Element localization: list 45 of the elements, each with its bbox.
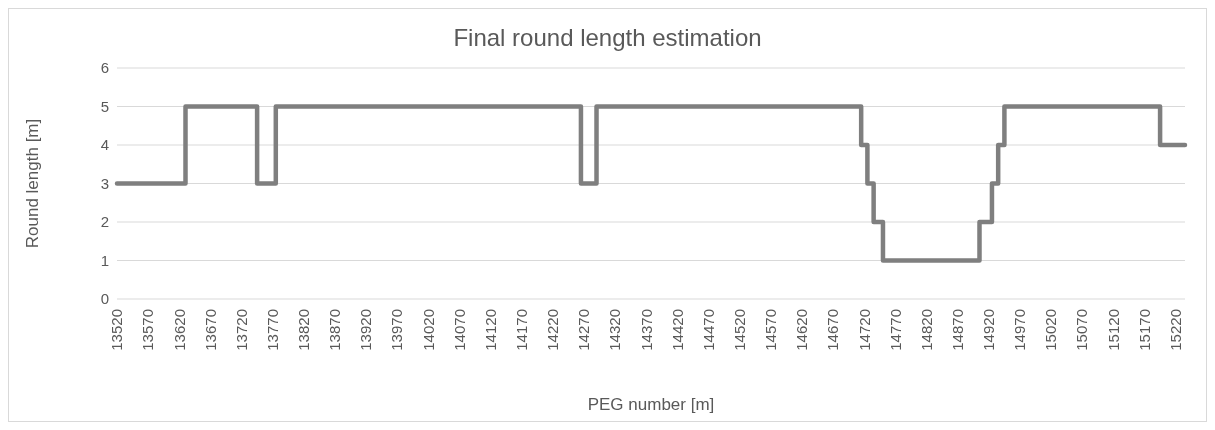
chart-title: Final round length estimation	[453, 24, 762, 51]
x-tick-label: 14820	[917, 309, 935, 351]
x-tick-label: 14070	[450, 309, 468, 351]
x-tick-label: 13620	[170, 309, 188, 351]
x-tick-label: 13670	[201, 309, 219, 351]
x-tick-label: 13720	[232, 309, 250, 351]
y-tick-label: 1	[100, 251, 109, 269]
x-tick-label: 14920	[980, 309, 998, 351]
x-tick-label: 14320	[606, 309, 624, 351]
x-tick-label: 14770	[886, 309, 904, 351]
x-tick-label: 14470	[699, 309, 717, 351]
x-tick-label: 14670	[824, 309, 842, 351]
x-tick-label: 13970	[388, 309, 406, 351]
x-tick-label: 15070	[1073, 309, 1091, 351]
x-tick-label: 14120	[481, 309, 499, 351]
x-tick-label: 14570	[762, 309, 780, 351]
y-axis-title: Round length [m]	[23, 118, 42, 249]
x-tick-label: 14870	[948, 309, 966, 351]
x-tick-label: 14520	[730, 309, 748, 351]
x-tick-label: 13820	[295, 309, 313, 351]
x-tick-label: 14370	[637, 309, 655, 351]
x-tick-label: 13570	[139, 309, 157, 351]
x-tick-label: 15220	[1166, 309, 1184, 351]
x-tick-label: 14020	[419, 309, 437, 351]
y-tick-label: 5	[100, 97, 109, 115]
x-tick-label: 13770	[263, 309, 281, 351]
x-tick-label: 14170	[513, 309, 531, 351]
x-tick-label: 15170	[1135, 309, 1153, 351]
y-tick-label: 6	[100, 59, 109, 77]
x-tick-label: 15020	[1042, 309, 1060, 351]
x-tick-label: 14270	[575, 309, 593, 351]
x-tick-label: 13870	[326, 309, 344, 351]
x-tick-label: 14620	[793, 309, 811, 351]
y-tick-label: 0	[100, 290, 109, 308]
x-tick-label: 14220	[544, 309, 562, 351]
x-tick-label: 14420	[668, 309, 686, 351]
y-tick-label: 4	[100, 136, 109, 154]
x-tick-label: 15120	[1104, 309, 1122, 351]
x-axis-title: PEG number [m]	[587, 395, 715, 414]
x-tick-label: 13920	[357, 309, 375, 351]
x-tick-label: 13520	[108, 309, 126, 351]
x-tick-label: 14720	[855, 309, 873, 351]
y-tick-label: 3	[100, 174, 109, 192]
x-tick-label: 14970	[1011, 309, 1029, 351]
y-tick-label: 2	[100, 213, 109, 231]
